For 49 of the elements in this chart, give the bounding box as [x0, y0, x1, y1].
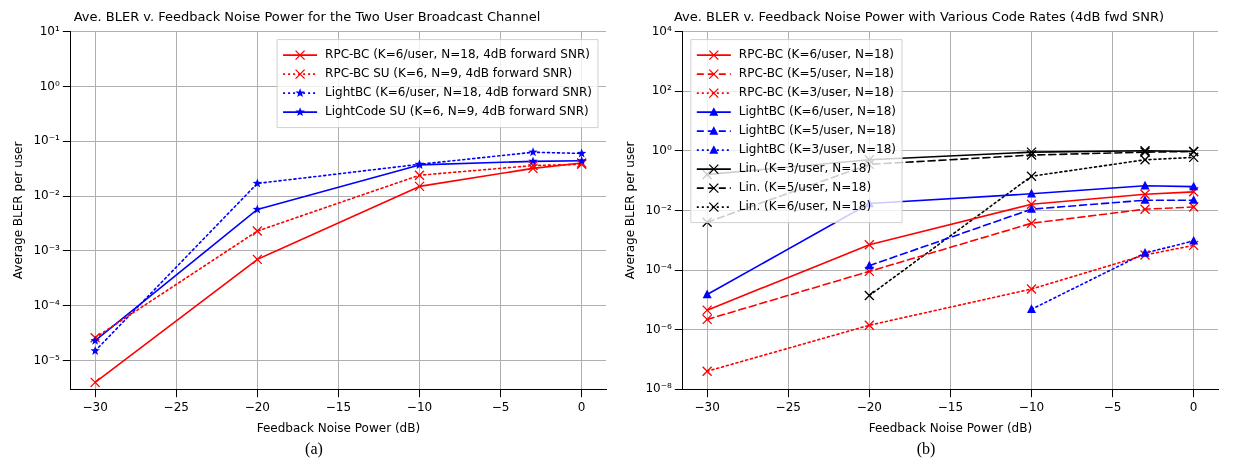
legend-label: Lin. (K=3/user, N=18) — [738, 161, 872, 176]
legend-label: RPC-BC SU (K=6, N=9, 4dB forward SNR) — [325, 66, 573, 81]
y-tick-label: 10⁴ — [651, 23, 672, 38]
y-tick-label: 10⁻³ — [33, 243, 60, 258]
y-tick-label: 10⁻⁶ — [645, 321, 672, 336]
x-tick-label: −10 — [1018, 399, 1045, 414]
y-tick-label: 10⁻⁴ — [645, 262, 672, 277]
legend-label: LightCode SU (K=6, N=9, 4dB forward SNR) — [325, 104, 589, 119]
legend-label: RPC-BC (K=6/user, N=18) — [738, 47, 894, 62]
x-tick-label: −30 — [82, 399, 108, 414]
y-tick-label: 10⁻⁵ — [33, 352, 60, 367]
y-tick-label: 10⁻⁸ — [645, 381, 672, 396]
chart-title: Ave. BLER v. Feedback Noise Power for the Two User Broadcast Channel — [73, 9, 541, 25]
x-axis-title: Feedback Noise Power (dB) — [868, 420, 1033, 435]
x-tick-label: 0 — [1189, 399, 1198, 414]
x-tick-label: 0 — [577, 399, 586, 414]
text: (b) — [915, 440, 937, 458]
x-tick-label: −20 — [244, 399, 270, 414]
x-tick-label: −20 — [856, 399, 882, 414]
legend-label: LightBC (K=5/user, N=18) — [738, 123, 897, 138]
legend-label: LightBC (K=6/user, N=18) — [738, 104, 897, 119]
legend-label: RPC-BC (K=6/user, N=18, 4dB forward SNR) — [325, 47, 590, 62]
x-tick-label: −15 — [325, 399, 352, 414]
text: (a) — [304, 440, 324, 458]
y-tick-label: 10⁻¹ — [33, 133, 60, 148]
legend-label: Lin. (K=6/user, N=18) — [738, 199, 872, 214]
x-tick-label: −10 — [406, 399, 433, 414]
y-tick-label: 10⁰ — [39, 78, 60, 93]
y-tick-label: 10⁻⁴ — [33, 297, 60, 312]
legend-label: RPC-BC (K=3/user, N=18) — [738, 85, 894, 100]
x-tick-label: −30 — [694, 399, 720, 414]
y-tick-label: 10⁻² — [33, 188, 60, 203]
x-tick-label: −5 — [491, 399, 510, 414]
legend-label: Lin. (K=5/user, N=18) — [738, 180, 872, 195]
y-axis-title: Average BLER per user — [623, 141, 638, 280]
legend-label: LightBC (K=3/user, N=18) — [738, 142, 897, 157]
y-axis-title: Average BLER per user — [11, 141, 26, 280]
y-tick-label: 10⁻² — [645, 202, 672, 217]
x-tick-label: −25 — [775, 399, 801, 414]
x-tick-label: −5 — [1103, 399, 1122, 414]
x-axis-title: Feedback Noise Power (dB) — [256, 420, 421, 435]
x-tick-label: −15 — [937, 399, 964, 414]
x-tick-label: −25 — [163, 399, 189, 414]
chart-title: Ave. BLER v. Feedback Noise Power with Various Code Rates (4dB fwd SNR) — [673, 9, 1165, 25]
legend-label: LightBC (K=6/user, N=18, 4dB forward SNR) — [325, 85, 593, 100]
y-tick-label: 10⁰ — [651, 142, 672, 157]
y-tick-label: 10¹ — [39, 23, 60, 38]
y-tick-label: 10² — [651, 83, 672, 98]
legend-label: RPC-BC (K=5/user, N=18) — [738, 66, 894, 81]
